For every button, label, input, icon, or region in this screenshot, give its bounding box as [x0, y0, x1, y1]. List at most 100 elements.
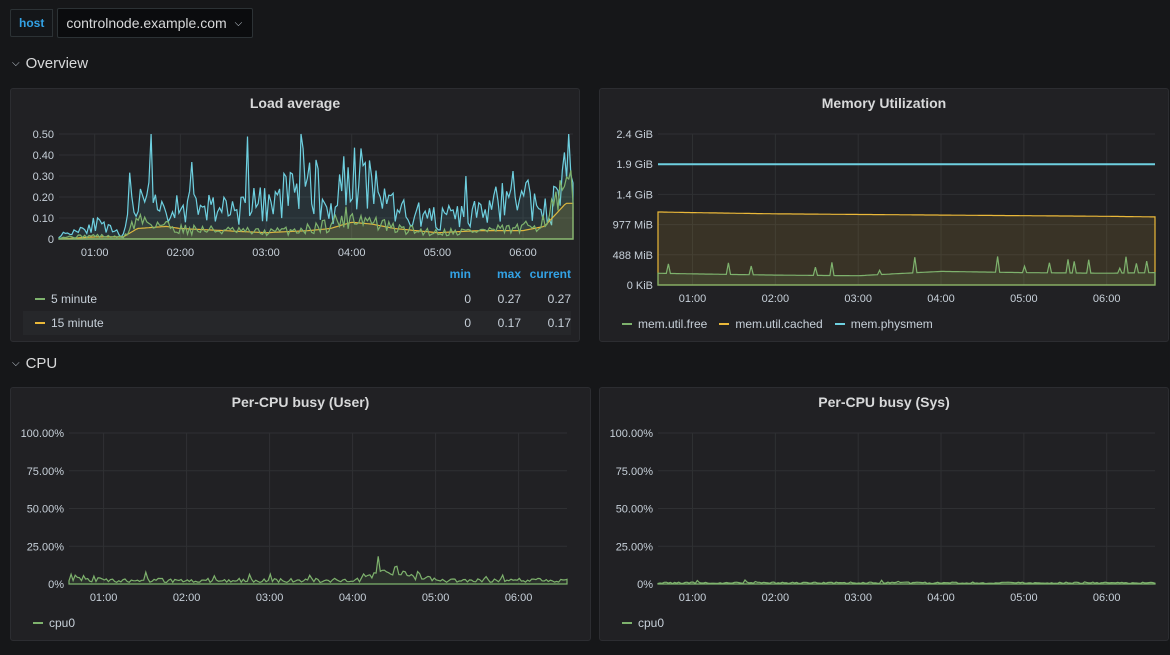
x-tick-label: 06:00: [505, 592, 533, 603]
legend-label: mem.physmem: [850, 317, 933, 331]
y-tick-label: 1.4 GiB: [616, 189, 653, 201]
legend-row[interactable]: 15 minute 0 0.17 0.17: [23, 311, 571, 335]
legend-header-max[interactable]: max: [496, 267, 521, 281]
x-tick-label: 06:00: [1093, 293, 1121, 304]
y-tick-label: 2.4 GiB: [616, 129, 653, 141]
y-tick-label: 0%: [48, 579, 64, 591]
x-tick-label: 06:00: [1093, 592, 1121, 603]
cpu-sys-graph[interactable]: 100.00% 75.00% 50.00% 25.00% 0% 01:00 02:00 03:…: [600, 388, 1169, 603]
legend-header-current[interactable]: current: [529, 267, 571, 281]
x-tick-label: 05:00: [1010, 293, 1038, 304]
y-tick-label: 100.00%: [21, 428, 65, 440]
panel-cpu-user[interactable]: Per-CPU busy (User) 100.00% 75.00% 50.00% 2…: [10, 387, 591, 641]
y-tick-label: 25.00%: [616, 541, 654, 553]
series-line: [58, 133, 574, 240]
host-variable-label: host: [10, 9, 54, 37]
cpu-user-graph[interactable]: 100.00% 75.00% 50.00% 25.00% 0% 01:00 02:00 03:…: [11, 388, 591, 603]
x-tick-label: 04:00: [927, 293, 955, 304]
legend-label: mem.util.cached: [735, 317, 823, 331]
legend: cpu0: [33, 616, 75, 630]
panel-title: Per-CPU busy (Sys): [818, 394, 950, 410]
host-variable-select[interactable]: controlnode.example.com ⌵: [57, 8, 254, 38]
x-tick-label: 01:00: [81, 247, 109, 259]
legend-series-name[interactable]: 15 minute: [51, 316, 104, 330]
y-tick-label: 0: [48, 234, 54, 246]
load-average-graph[interactable]: 0.50 0.40 0.30 0.20 0.10 0 01:00 02:00 03:00 04:0…: [11, 89, 580, 264]
x-tick-label: 02:00: [762, 293, 790, 304]
series-line-mem-util-cached: [657, 211, 1156, 286]
x-tick-label: 02:00: [762, 592, 790, 603]
panel-cpu-sys[interactable]: Per-CPU busy (Sys) 100.00% 75.00% 50.00% 25…: [599, 387, 1169, 641]
x-tick-label: 03:00: [252, 247, 280, 259]
legend-max: 0.17: [497, 316, 521, 330]
y-tick-label: 0.10: [33, 213, 54, 225]
legend-label: cpu0: [638, 616, 665, 630]
x-tick-label: 06:00: [509, 247, 537, 259]
x-tick-label: 03:00: [844, 592, 872, 603]
series-line-cpu0: [657, 579, 1156, 585]
y-tick-label: 977 MiB: [613, 220, 653, 232]
legend-min: 0: [464, 292, 471, 306]
legend-swatch: [622, 622, 632, 624]
row-toggle-overview[interactable]: ⌵ Overview: [12, 55, 88, 72]
y-tick-label: 1.9 GiB: [616, 159, 653, 171]
legend-row[interactable]: 5 minute 0 0.27 0.27: [23, 287, 571, 311]
series-line-cpu0: [68, 556, 568, 585]
y-tick-label: 0.30: [33, 171, 54, 183]
legend: cpu0: [622, 616, 664, 630]
legend-label: mem.util.free: [638, 317, 708, 331]
legend-swatch: [719, 323, 730, 325]
legend-max: 0.27: [497, 292, 521, 306]
y-tick-label: 50.00%: [616, 504, 654, 516]
x-tick-label: 04:00: [338, 247, 366, 259]
x-tick-label: 02:00: [173, 592, 201, 603]
x-tick-label: 01:00: [90, 592, 118, 603]
legend-swatch: [35, 322, 45, 324]
variable-bar: host controlnode.example.com ⌵: [10, 8, 254, 38]
legend-swatch: [622, 323, 632, 325]
series-line-mem-util-free: [657, 256, 1156, 286]
chevron-down-icon: ⌵: [12, 358, 20, 369]
legend-header-min[interactable]: min: [449, 267, 471, 281]
y-tick-label: 0.50: [33, 129, 54, 141]
panel-title: Per-CPU busy (User): [231, 394, 370, 410]
legend-swatch: [33, 622, 43, 624]
panel-load-average[interactable]: Load average 0.50 0.40 0.30 0.20 0.10 0 01:00 0…: [10, 88, 580, 342]
panel-title: Load average: [249, 95, 341, 111]
x-tick-label: 02:00: [167, 247, 195, 259]
legend-current: 0.17: [547, 316, 571, 330]
legend-table-header: min max current: [23, 267, 571, 283]
legend-swatch: [35, 298, 45, 300]
legend-item[interactable]: mem.util.free: [622, 317, 707, 331]
panel-memory-utilization[interactable]: Memory Utilization 2.4 GiB 1.9 GiB 1.4 GiB…: [599, 88, 1169, 342]
legend-min: 0: [464, 316, 471, 330]
y-tick-label: 0%: [637, 579, 653, 591]
memory-graph[interactable]: 2.4 GiB 1.9 GiB 1.4 GiB 977 MiB 488 MiB 0 KiB…: [600, 89, 1169, 304]
x-tick-label: 03:00: [844, 293, 872, 304]
legend-table: min max current 5 minute 0 0.27 0.27 15 …: [23, 267, 571, 335]
x-tick-label: 05:00: [1010, 592, 1038, 603]
x-tick-label: 03:00: [256, 592, 284, 603]
y-tick-label: 0.20: [33, 192, 54, 204]
legend-swatch: [834, 323, 845, 325]
legend-item[interactable]: cpu0: [33, 616, 75, 630]
y-tick-label: 50.00%: [27, 504, 65, 516]
row-title: CPU: [25, 355, 58, 372]
chevron-down-icon: ⌵: [12, 58, 20, 69]
legend-item[interactable]: cpu0: [622, 616, 664, 630]
y-tick-label: 0.40: [33, 150, 54, 162]
row-toggle-cpu[interactable]: ⌵ CPU: [12, 355, 57, 372]
y-tick-label: 25.00%: [27, 541, 65, 553]
x-tick-label: 01:00: [679, 592, 707, 603]
row-title: Overview: [25, 55, 89, 72]
legend-series-name[interactable]: 5 minute: [51, 292, 98, 306]
x-tick-label: 01:00: [679, 293, 707, 304]
chevron-down-icon: ⌵: [234, 17, 243, 29]
legend-current: 0.27: [547, 292, 571, 306]
panel-title: Memory Utilization: [821, 95, 947, 111]
y-tick-label: 75.00%: [616, 466, 654, 478]
series-line-15-minute: [58, 202, 574, 240]
host-variable-value: controlnode.example.com: [66, 15, 227, 31]
legend-item[interactable]: mem.physmem: [834, 317, 933, 331]
legend-item[interactable]: mem.util.cached: [719, 317, 823, 331]
